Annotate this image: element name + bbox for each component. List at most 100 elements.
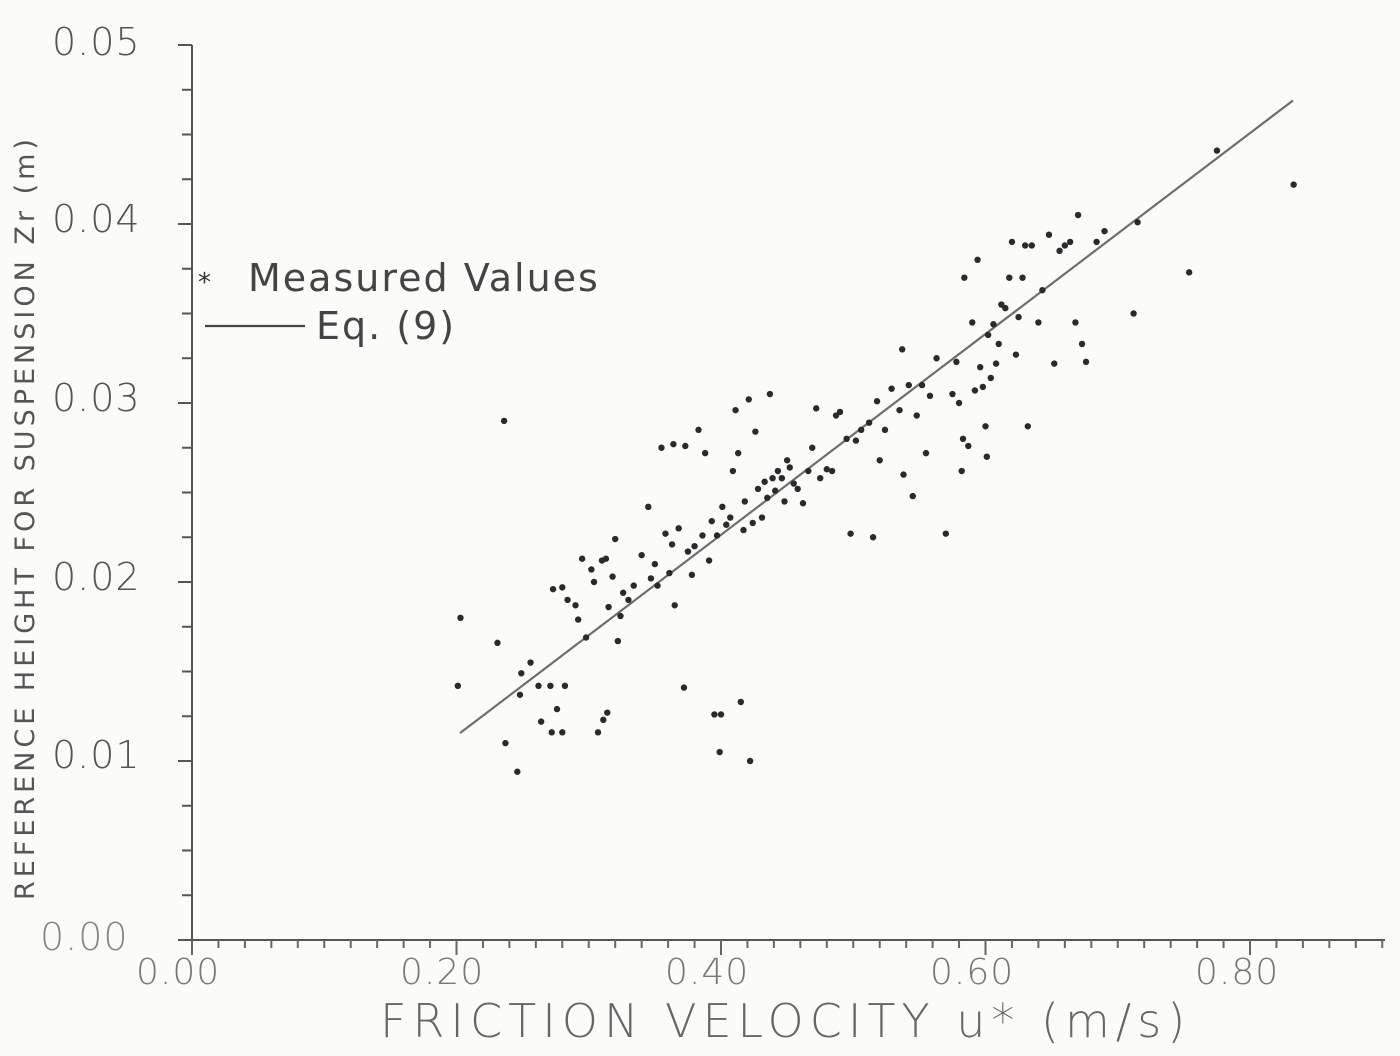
data-point <box>578 555 586 562</box>
data-point <box>1213 147 1221 154</box>
data-point <box>983 453 991 460</box>
data-point <box>1024 423 1032 430</box>
data-point <box>564 596 571 604</box>
data-point <box>992 360 1000 367</box>
data-point <box>666 569 673 577</box>
data-point <box>549 585 557 593</box>
data-point <box>922 449 930 457</box>
data-point <box>500 417 508 425</box>
data-point <box>1074 211 1082 219</box>
data-point <box>658 444 665 451</box>
data-point <box>1061 242 1069 249</box>
data-point <box>1015 313 1022 321</box>
data-point <box>766 390 774 398</box>
data-point <box>559 584 566 591</box>
data-point <box>602 555 610 562</box>
data-point <box>594 729 602 736</box>
data-point <box>630 582 637 589</box>
data-point <box>537 718 545 725</box>
data-point <box>836 408 844 416</box>
data-point <box>682 442 689 450</box>
data-point <box>852 437 860 444</box>
data-point <box>719 503 726 511</box>
data-point <box>971 387 979 394</box>
data-point <box>781 498 788 505</box>
data-point <box>772 487 779 494</box>
data-point <box>896 406 903 414</box>
data-point <box>688 571 696 579</box>
data-point <box>869 534 877 541</box>
data-point <box>713 532 721 539</box>
data-point <box>913 412 920 419</box>
data-point <box>987 374 994 382</box>
x-axis-label: FRICTION VELOCITY u* (m/s) <box>380 994 1192 1048</box>
data-point <box>716 748 723 756</box>
data-point <box>670 440 677 448</box>
x-tick-label: 0.20 <box>400 952 485 993</box>
data-point <box>961 274 968 281</box>
data-point <box>799 500 807 507</box>
data-point <box>582 634 590 641</box>
data-point <box>559 729 566 736</box>
data-point <box>847 530 854 537</box>
data-point <box>1021 242 1029 249</box>
data-point <box>774 467 782 475</box>
data-point <box>604 709 611 716</box>
data-point <box>876 457 883 464</box>
x-tick-label: 0.00 <box>136 952 221 993</box>
data-point <box>734 449 742 457</box>
data-point <box>527 659 534 666</box>
data-point <box>729 467 737 475</box>
data-point <box>600 716 607 724</box>
data-point <box>769 474 776 482</box>
data-point <box>1035 319 1042 326</box>
data-point <box>900 471 907 478</box>
data-point <box>805 467 812 475</box>
data-point <box>671 602 678 609</box>
data-point <box>1012 351 1020 358</box>
data-point <box>614 637 622 645</box>
data-point <box>1008 238 1016 246</box>
data-point <box>990 321 997 328</box>
data-point <box>723 521 730 528</box>
data-point <box>926 392 934 400</box>
data-point <box>749 519 756 527</box>
y-tick-label: 0.04 <box>52 197 141 241</box>
y-tick-label: 0.03 <box>52 376 141 420</box>
y-tick-label: 0.01 <box>52 733 141 777</box>
data-point <box>494 639 501 647</box>
data-point <box>518 670 525 677</box>
data-point <box>761 478 768 485</box>
data-point <box>711 711 718 718</box>
data-point <box>638 551 645 559</box>
data-point <box>778 474 786 482</box>
y-axis-label: REFERENCE HEIGHT FOR SUSPENSION Zr (m) <box>10 135 41 900</box>
x-axis-ticks <box>191 940 1384 955</box>
data-point <box>1134 219 1141 226</box>
y-axis-ticks <box>178 44 192 941</box>
data-point <box>865 419 873 426</box>
data-point <box>457 614 464 621</box>
data-point <box>857 426 865 434</box>
data-point <box>737 698 745 706</box>
legend-star-icon: * <box>198 268 211 298</box>
data-point <box>933 355 940 362</box>
data-point <box>794 485 801 493</box>
data-point <box>974 256 981 263</box>
data-point <box>746 757 754 765</box>
data-point <box>745 396 752 403</box>
data-point <box>809 444 816 451</box>
data-point <box>764 494 771 502</box>
data-point <box>502 739 509 747</box>
data-point <box>1066 238 1074 246</box>
data-point <box>684 548 692 555</box>
data-point <box>717 711 725 718</box>
fit-line-eq9 <box>459 99 1294 734</box>
data-point <box>516 691 524 698</box>
data-point <box>572 602 579 609</box>
data-point <box>1056 247 1063 255</box>
data-point <box>969 319 976 326</box>
data-point <box>754 485 762 493</box>
data-point <box>918 381 926 389</box>
data-point <box>668 541 676 548</box>
